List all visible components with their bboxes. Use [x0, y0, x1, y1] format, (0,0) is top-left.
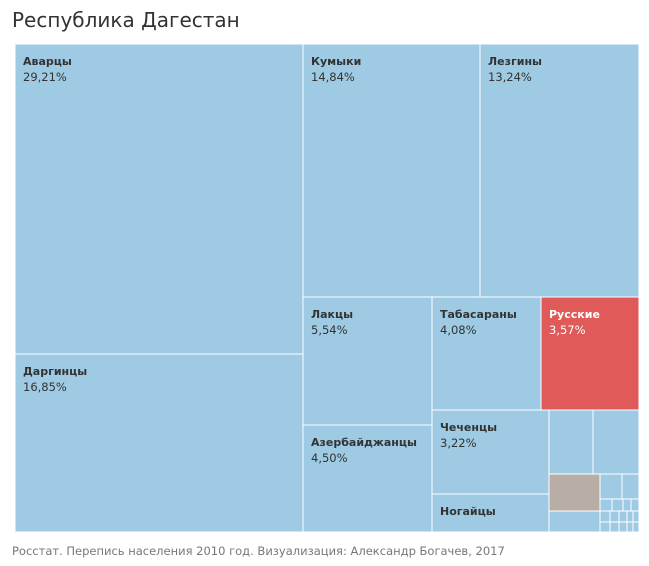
cell-value: 29,21% [23, 70, 67, 84]
minor-group-cell [548, 473, 601, 512]
minor-group-cell [609, 521, 620, 532]
minor-group-cell [630, 498, 639, 512]
minor-group-cell [599, 521, 611, 532]
cell-label: Чеченцы [440, 421, 497, 434]
treemap-cell [302, 296, 433, 426]
treemap-cell [15, 44, 304, 355]
cell-value: 13,24% [488, 70, 532, 84]
minor-group-cell [632, 521, 639, 532]
minor-group-cell [626, 521, 634, 532]
cell-value: 14,84% [311, 70, 355, 84]
minor-group-cell [548, 510, 601, 532]
cell-label: Азербайджанцы [311, 436, 417, 449]
minor-group-cell [618, 510, 628, 523]
minor-group-cell [621, 473, 639, 500]
cell-value: 4,50% [311, 451, 348, 465]
cell-label: Аварцы [23, 55, 72, 68]
minor-group-cell [592, 409, 639, 475]
treemap-cell [540, 296, 639, 411]
cell-value: 5,54% [311, 323, 348, 337]
treemap-cell [431, 409, 550, 495]
cell-label: Кумыки [311, 55, 361, 68]
minor-group-cell [611, 498, 624, 512]
minor-group-cell [599, 473, 623, 500]
treemap-chart: Аварцы 29,21% Даргинцы 16,85% Кумыки 14,84% Ле… [15, 44, 639, 532]
cell-label: Лакцы [311, 308, 353, 321]
minor-group-cell [599, 510, 611, 523]
cell-value: 4,08% [440, 323, 477, 337]
treemap-cell [15, 353, 304, 532]
treemap-cell [431, 493, 550, 532]
minor-group-cell [609, 510, 620, 523]
minor-group-cell [626, 510, 634, 523]
cell-value: 3,57% [549, 323, 586, 337]
minor-group-cell [622, 498, 632, 512]
cell-value: 3,22% [440, 436, 477, 450]
minor-group-cell [548, 409, 594, 475]
source-caption: Росстат. Перепись населения 2010 год. Ви… [12, 544, 505, 558]
minor-group-cell [618, 521, 628, 532]
treemap-cell [431, 296, 542, 411]
cell-label: Лезгины [488, 55, 542, 68]
chart-title: Республика Дагестан [12, 8, 240, 32]
minor-group-cell [599, 498, 613, 512]
cell-label: Ногайцы [440, 505, 496, 518]
cell-label: Даргинцы [23, 365, 87, 378]
minor-group-cell [632, 510, 639, 523]
treemap-cell [302, 44, 481, 298]
treemap-cell [302, 424, 433, 532]
cell-label: Русские [549, 308, 600, 321]
cell-value: 16,85% [23, 380, 67, 394]
cell-label: Табасараны [440, 308, 517, 321]
